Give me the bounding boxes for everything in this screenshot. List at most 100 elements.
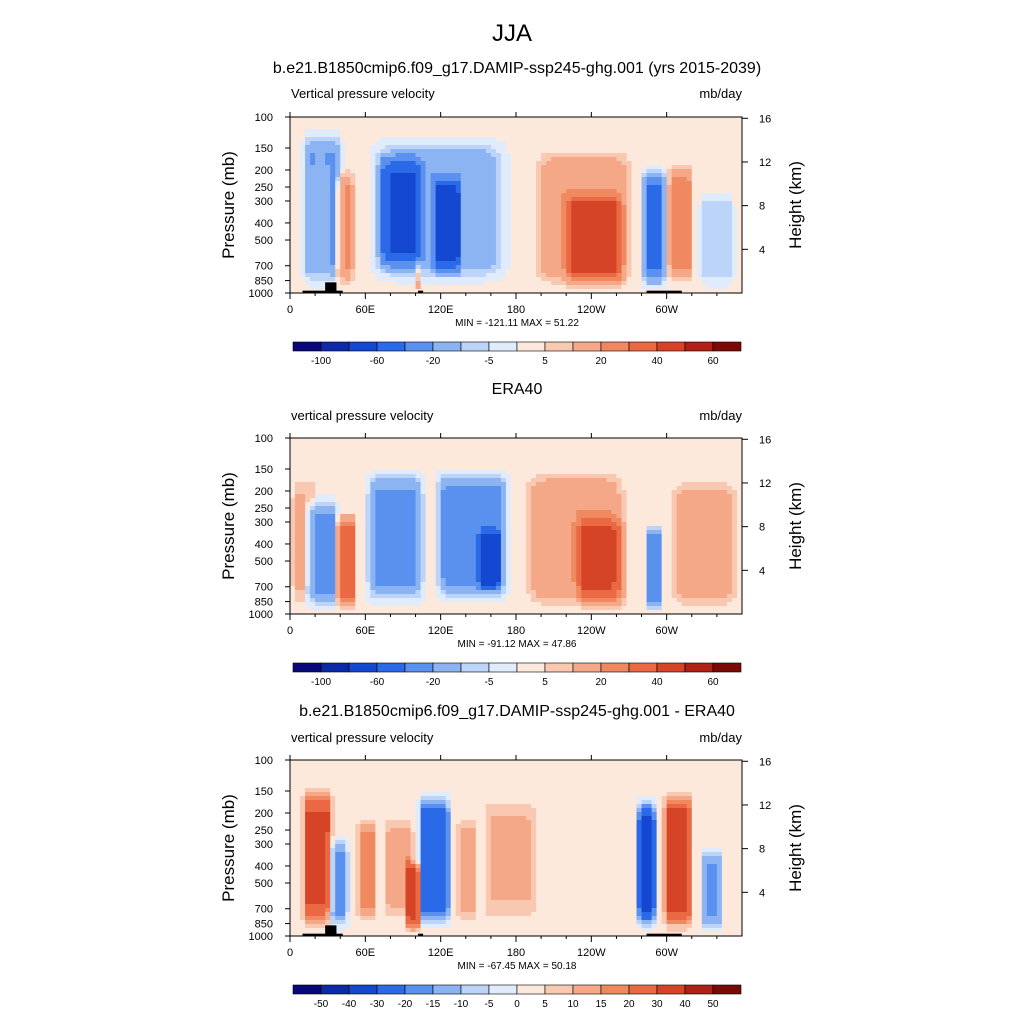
heatmap-cell xyxy=(731,257,738,262)
heatmap-cell xyxy=(576,446,582,451)
heatmap-cell xyxy=(365,117,371,122)
heatmap-cell xyxy=(455,169,462,174)
heatmap-cell xyxy=(631,438,638,443)
heatmap-cell xyxy=(611,197,618,202)
heatmap-cell xyxy=(495,446,502,451)
heatmap-cell xyxy=(325,121,331,126)
heatmap-cell xyxy=(425,201,432,206)
heatmap-cell xyxy=(335,185,341,190)
heatmap-cell xyxy=(641,125,648,130)
heatmap-cell xyxy=(510,213,517,218)
heatmap-cell xyxy=(295,181,301,186)
heatmap-cell xyxy=(641,458,648,463)
heatmap-cell xyxy=(711,245,718,250)
heatmap-cell xyxy=(681,161,688,166)
heatmap-cell xyxy=(721,173,728,178)
heatmap-cell xyxy=(691,181,698,186)
heatmap-cell xyxy=(601,285,607,290)
heatmap-cell xyxy=(611,177,618,182)
heatmap-cell xyxy=(475,141,482,146)
heatmap-cell xyxy=(636,438,643,443)
heatmap-cell xyxy=(510,165,517,170)
heatmap-cell xyxy=(325,470,331,475)
heatmap-cell xyxy=(375,478,381,483)
heatmap-cell xyxy=(395,474,402,479)
heatmap-cell xyxy=(576,129,582,134)
heatmap-cell xyxy=(606,446,613,451)
heatmap-cell xyxy=(686,474,693,479)
heatmap-cell xyxy=(445,466,452,471)
heatmap-cell xyxy=(305,125,311,130)
heatmap-cell xyxy=(546,205,552,210)
colorbar-swatch xyxy=(348,341,378,352)
heatmap-cell xyxy=(646,462,653,467)
heatmap-cell xyxy=(470,221,477,226)
heatmap-cell xyxy=(516,201,522,206)
heatmap-cell xyxy=(315,221,321,226)
heatmap-cell xyxy=(460,233,467,238)
heatmap-cell xyxy=(536,273,542,278)
heatmap-cell xyxy=(616,213,623,218)
heatmap-cell xyxy=(400,145,407,150)
heatmap-cell xyxy=(405,137,412,142)
heatmap-cell xyxy=(721,197,728,202)
heatmap-cell xyxy=(561,197,567,202)
heatmap-cell xyxy=(601,225,607,230)
heatmap-cell xyxy=(355,257,361,262)
heatmap-cell xyxy=(656,470,663,475)
topography-mask xyxy=(302,290,343,293)
colorbar-swatch xyxy=(656,341,686,352)
heatmap-cell xyxy=(300,458,306,463)
heatmap-cell xyxy=(290,129,296,134)
heatmap-cell xyxy=(686,442,693,447)
heatmap-cell xyxy=(531,458,537,463)
heatmap-cell xyxy=(340,454,346,459)
heatmap-cell xyxy=(290,478,296,483)
heatmap-cell xyxy=(480,153,487,158)
heatmap-cell xyxy=(340,161,346,166)
heatmap-cell xyxy=(360,169,366,174)
heatmap-cell xyxy=(651,273,658,278)
heatmap-cell xyxy=(320,205,326,210)
heatmap-cell xyxy=(696,269,703,274)
heatmap-cell xyxy=(335,466,341,471)
heatmap-cell xyxy=(300,281,306,286)
heatmap-cell xyxy=(591,470,597,475)
heatmap-cell xyxy=(661,137,668,142)
heatmap-cell xyxy=(310,285,316,290)
heatmap-cell xyxy=(290,446,296,451)
heatmap-cell xyxy=(551,217,557,222)
heatmap-cell xyxy=(415,197,422,202)
heatmap-cell xyxy=(315,161,321,166)
heatmap-cell xyxy=(425,129,432,134)
heatmap-cell xyxy=(390,185,397,190)
heatmap-cell xyxy=(305,458,311,463)
heatmap-cell xyxy=(671,253,678,258)
heatmap-cell xyxy=(676,269,683,274)
heatmap-cell xyxy=(671,442,678,447)
heatmap-cell xyxy=(425,442,432,447)
heatmap-cell xyxy=(586,446,592,451)
heatmap-cell xyxy=(611,209,618,214)
heatmap-cell xyxy=(736,474,743,479)
heatmap-cell xyxy=(290,213,296,218)
heatmap-cell xyxy=(320,185,326,190)
heatmap-cell xyxy=(300,165,306,170)
heatmap-cell xyxy=(526,133,532,138)
heatmap-cell xyxy=(546,173,552,178)
heatmap-cell xyxy=(390,173,397,178)
heatmap-cell xyxy=(556,442,562,447)
heatmap-cell xyxy=(671,261,678,266)
heatmap-cell xyxy=(465,173,472,178)
heatmap-cell xyxy=(385,237,392,242)
heatmap-cell xyxy=(350,137,356,142)
heatmap-cell xyxy=(656,137,663,142)
heatmap-cell xyxy=(395,438,402,443)
heatmap-cell xyxy=(400,450,407,455)
heatmap-cell xyxy=(671,450,678,455)
heatmap-cell xyxy=(531,205,537,210)
heatmap-cell xyxy=(455,454,462,459)
heatmap-cell xyxy=(500,125,507,130)
heatmap-cell xyxy=(405,233,412,238)
heatmap-cell xyxy=(435,466,442,471)
